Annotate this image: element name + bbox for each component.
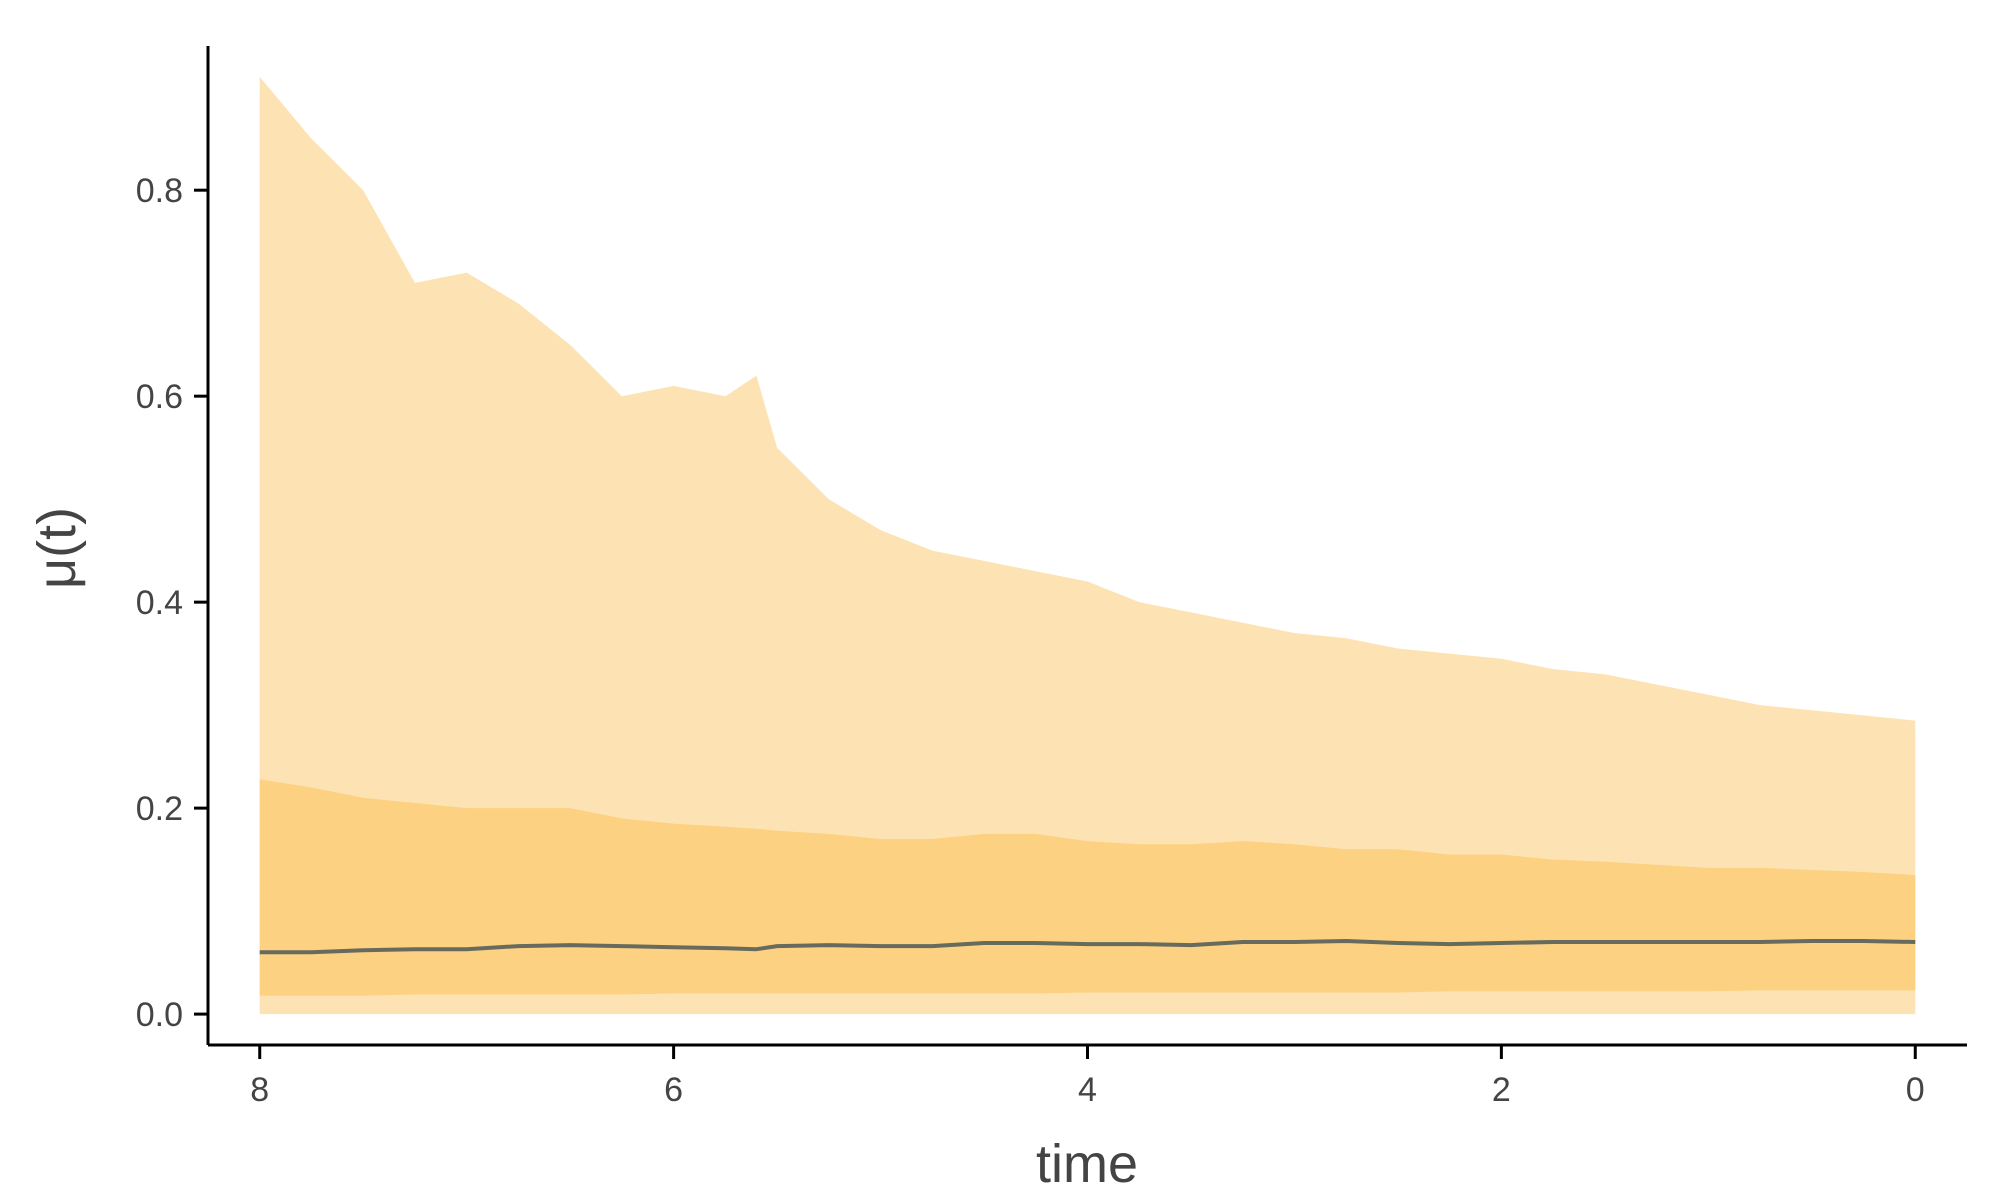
- y-axis-title: μ(t): [27, 507, 87, 589]
- y-tick-label: 0.2: [136, 790, 183, 828]
- x-axis-title: time: [1036, 1134, 1138, 1194]
- x-tick-label: 4: [1078, 1071, 1097, 1109]
- y-tick-label: 0.8: [136, 172, 183, 210]
- outer-credible-band: [259, 76, 1916, 1015]
- x-tick-label: 0: [1906, 1071, 1925, 1109]
- plot-area: [259, 76, 1916, 1015]
- median-line: [259, 939, 1916, 955]
- ticks: 0.0 0.2 0.4 0.6 0.8 8 6 4 2 0: [136, 172, 1925, 1109]
- x-tick-label: 8: [250, 1071, 269, 1109]
- y-tick-label: 0.0: [136, 996, 183, 1034]
- y-tick-label: 0.6: [136, 378, 183, 416]
- x-tick-label: 6: [664, 1071, 683, 1109]
- x-tick-label: 2: [1492, 1071, 1511, 1109]
- y-tick-label: 0.4: [136, 584, 183, 622]
